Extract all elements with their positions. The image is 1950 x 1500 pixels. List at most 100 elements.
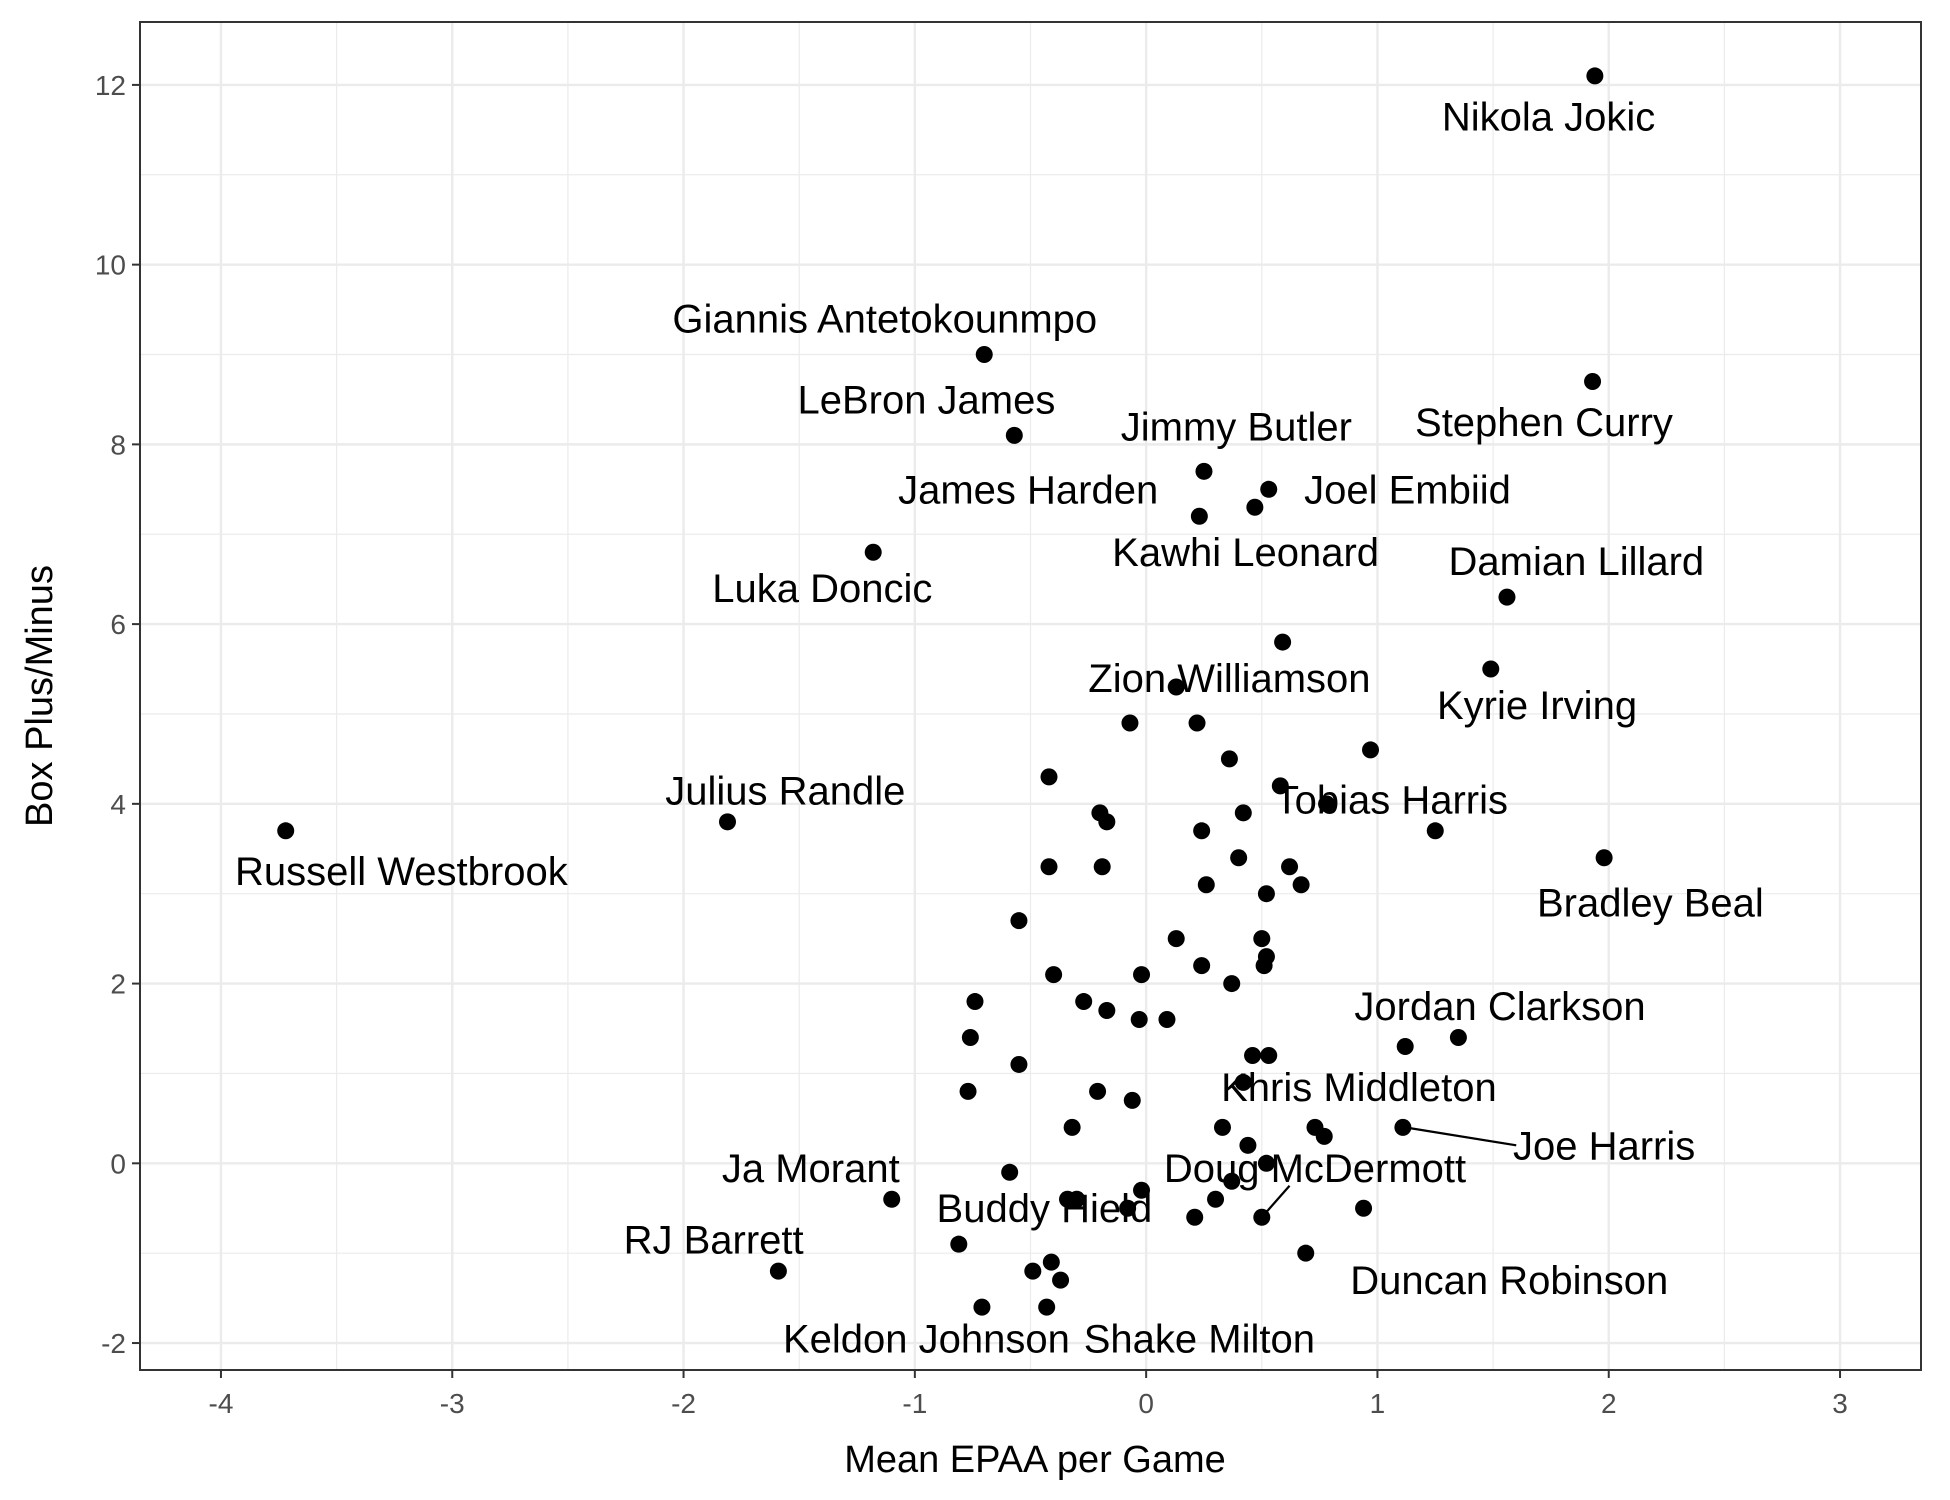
scatter-point bbox=[1292, 876, 1310, 894]
scatter-point bbox=[1193, 822, 1211, 840]
x-tick-label: 1 bbox=[1370, 1388, 1386, 1419]
scatter-point bbox=[1024, 1262, 1042, 1280]
y-tick-label: 8 bbox=[110, 429, 126, 460]
player-label: Doug McDermott bbox=[1164, 1147, 1466, 1191]
scatter-point bbox=[1167, 678, 1185, 696]
player-label: Tobias Harris bbox=[1275, 778, 1508, 822]
player-label: Damian Lillard bbox=[1449, 540, 1705, 584]
player-label: Khris Middleton bbox=[1221, 1066, 1497, 1110]
scatter-point bbox=[1190, 507, 1208, 525]
player-label: James Harden bbox=[898, 468, 1158, 512]
data-points bbox=[277, 67, 1613, 1316]
scatter-point bbox=[1052, 1271, 1070, 1289]
scatter-point bbox=[1239, 1136, 1257, 1154]
scatter-point bbox=[1253, 1208, 1271, 1226]
scatter-point bbox=[1449, 1028, 1467, 1046]
player-label: Joel Embiid bbox=[1304, 468, 1511, 512]
x-axis-title: Mean EPAA per Game bbox=[844, 1439, 1226, 1481]
x-tick-label: -2 bbox=[671, 1388, 696, 1419]
player-label: Kyrie Irving bbox=[1437, 684, 1637, 728]
scatter-point bbox=[1260, 1046, 1278, 1064]
y-tick-label: 4 bbox=[110, 789, 126, 820]
x-tick-label: 0 bbox=[1138, 1388, 1154, 1419]
y-tick-label: 6 bbox=[110, 609, 126, 640]
scatter-point bbox=[1063, 1118, 1081, 1136]
player-label: LeBron James bbox=[797, 378, 1055, 422]
scatter-point bbox=[1255, 957, 1273, 975]
scatter-point bbox=[277, 822, 295, 840]
scatter-point bbox=[1223, 975, 1241, 993]
scatter-point bbox=[975, 346, 993, 364]
y-tick-label: 2 bbox=[110, 969, 126, 1000]
scatter-point bbox=[973, 1298, 991, 1316]
player-label: Luka Doncic bbox=[712, 567, 932, 611]
scatter-point bbox=[769, 1262, 787, 1280]
scatter-point bbox=[1121, 714, 1139, 732]
scatter-point bbox=[1093, 858, 1111, 876]
scatter-point bbox=[1426, 822, 1444, 840]
scatter-point bbox=[1197, 876, 1215, 894]
scatter-point bbox=[1257, 1154, 1275, 1172]
y-tick-label: 0 bbox=[110, 1148, 126, 1179]
scatter-point bbox=[1042, 1253, 1060, 1271]
scatter-point bbox=[864, 543, 882, 561]
scatter-point bbox=[1040, 768, 1058, 786]
scatter-point bbox=[1498, 588, 1516, 606]
scatter-point bbox=[1075, 993, 1093, 1011]
player-label: Ja Morant bbox=[722, 1147, 900, 1191]
scatter-point bbox=[1089, 1082, 1107, 1100]
player-label: Giannis Antetokounmpo bbox=[672, 298, 1097, 342]
scatter-point bbox=[1584, 372, 1602, 390]
scatter-point bbox=[1133, 966, 1151, 984]
scatter-point bbox=[1271, 777, 1289, 795]
scatter-point bbox=[1098, 813, 1116, 831]
y-axis-ticks: -2 0 2 4 6 8 10 12 bbox=[95, 70, 140, 1359]
scatter-point bbox=[1220, 750, 1238, 768]
player-label: Joe Harris bbox=[1513, 1124, 1695, 1168]
scatter-point bbox=[1045, 966, 1063, 984]
scatter-point bbox=[1595, 849, 1613, 867]
label-leader-line bbox=[1405, 1126, 1517, 1147]
x-axis-ticks: -4 -3 -2 -1 0 1 2 3 bbox=[209, 1370, 1848, 1419]
player-label: Duncan Robinson bbox=[1350, 1259, 1668, 1303]
scatter-point bbox=[1133, 1181, 1151, 1199]
y-tick-label: 12 bbox=[95, 70, 126, 101]
x-tick-label: -4 bbox=[209, 1388, 234, 1419]
scatter-point bbox=[1186, 1208, 1204, 1226]
y-axis-title: Box Plus/Minus bbox=[19, 565, 61, 827]
plot-border bbox=[139, 21, 1922, 1371]
scatter-point bbox=[1362, 741, 1380, 759]
scatter-point bbox=[1207, 1190, 1225, 1208]
player-label: Stephen Curry bbox=[1415, 401, 1673, 445]
scatter-point bbox=[1274, 633, 1292, 651]
scatter-point bbox=[1130, 1011, 1148, 1029]
scatter-point bbox=[1482, 660, 1500, 678]
player-label: Nikola Jokic bbox=[1442, 95, 1655, 139]
scatter-point bbox=[1230, 849, 1248, 867]
scatter-point bbox=[1297, 1244, 1315, 1262]
scatter-point bbox=[1167, 930, 1185, 948]
scatter-point bbox=[1123, 1091, 1141, 1109]
scatter-point bbox=[1195, 462, 1213, 480]
player-label: Shake Milton bbox=[1084, 1318, 1315, 1362]
scatter-point bbox=[1001, 1163, 1019, 1181]
scatter-point bbox=[1246, 498, 1264, 516]
scatter-point bbox=[1038, 1298, 1056, 1316]
player-label: Buddy Hield bbox=[937, 1187, 1153, 1231]
player-label: Bradley Beal bbox=[1537, 882, 1764, 926]
scatter-point bbox=[1260, 480, 1278, 498]
scatter-point bbox=[1223, 1172, 1241, 1190]
scatter-point bbox=[1586, 67, 1604, 85]
scatter-point bbox=[1234, 1073, 1252, 1091]
y-tick-label: 10 bbox=[95, 250, 126, 281]
player-label: Keldon Johnson bbox=[783, 1318, 1070, 1362]
scatter-point bbox=[883, 1190, 901, 1208]
scatter-point bbox=[1098, 1002, 1116, 1020]
scatter-point bbox=[1318, 795, 1336, 813]
scatter-point bbox=[718, 813, 736, 831]
grid-major bbox=[140, 22, 1921, 1370]
y-tick-label: -2 bbox=[101, 1328, 126, 1359]
scatter-point bbox=[1244, 1046, 1262, 1064]
grid-minor bbox=[140, 22, 1921, 1370]
